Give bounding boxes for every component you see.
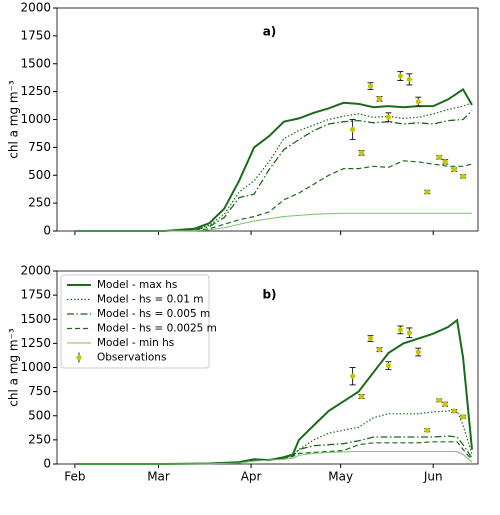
observation-point [442,401,448,407]
observation-point [358,393,365,400]
y-tick-label: 750 [28,384,51,398]
y-tick-label: 0 [43,457,51,471]
series-line [74,451,473,465]
y-axis-label: chl a mg m⁻³ [7,80,21,159]
observation-point [424,189,430,195]
series-line: Model - hs = 0.0025 m [74,160,473,232]
observation-point [436,397,442,403]
y-tick-label: 1750 [20,288,51,302]
observation-point [451,167,457,173]
panel-label: b) [262,288,276,302]
y-tick-label: 1000 [20,360,51,374]
legend-label: Observations [97,352,166,364]
legend-box [60,274,210,369]
observation-point [436,154,442,161]
panel-label: a) [263,25,277,39]
y-tick-label: 2000 [20,264,51,278]
y-tick-label: 250 [28,432,51,446]
observation-point [406,330,412,336]
observation-point [442,159,448,165]
y-tick-label: 1000 [20,112,51,126]
plot-frame [56,7,479,232]
y-tick-label: 500 [28,408,51,422]
x-tick-label: May [328,470,353,484]
observation-point [385,362,392,369]
observation-point [376,96,383,102]
y-axis-label: chl a mg m⁻³ [7,328,21,407]
y-tick-label: 1750 [20,28,51,42]
y-tick-label: 500 [28,168,51,182]
y-tick-label: 250 [28,196,51,210]
observation-point [415,349,421,355]
observation-point [367,335,374,342]
legend-label: Model - hs = 0.01 m [97,294,204,306]
series-line: Model - max hs [74,87,473,232]
observation-point [406,76,412,82]
series-line [74,318,473,465]
legend-label: Model - hs = 0.005 m [97,308,210,320]
x-tick-label: Jun [423,470,443,484]
observation-point [460,173,466,179]
x-tick-label: Mar [147,470,170,484]
series-line: Model - hs = 0.005 m [74,110,473,232]
observation-point [397,327,403,333]
x-tick-label: Apr [241,470,262,484]
legend-label: Model - max hs [97,279,177,291]
legend-swatch [76,354,82,361]
observation-point [367,83,374,89]
observation-point [460,414,466,420]
y-tick-label: 0 [43,224,51,238]
observation-point [424,427,430,433]
observation-point [358,150,365,156]
observation-point [451,408,457,414]
observation-point [385,114,392,120]
series-line [74,441,473,465]
observation-point [397,73,403,79]
legend-label: Model - hs = 0.0025 m [97,323,217,335]
x-tick-label: Feb [64,470,85,484]
y-tick-label: 1250 [20,336,51,350]
legend: Model - max hs Model - hs = 0.01 m Model -… [60,274,217,369]
legend-label: Model - min hs [97,337,174,349]
y-tick-label: 1500 [20,312,51,326]
y-tick-label: 2000 [20,1,51,15]
y-tick-label: 1250 [20,84,51,98]
y-tick-label: 750 [28,140,51,154]
observation-point [349,126,356,133]
observation-point [349,373,356,379]
observation-point [376,347,383,353]
observation-point [415,99,421,105]
series-line: Model - min hs [74,212,472,232]
y-tick-label: 1500 [20,56,51,70]
series-line: Model - hs = 0.01 m [74,102,473,232]
